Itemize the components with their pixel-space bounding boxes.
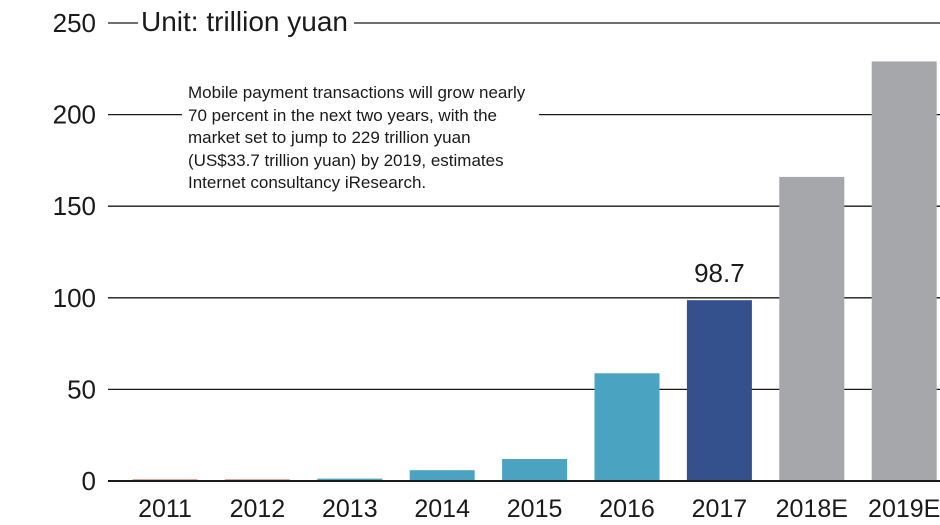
- x-tick-labels: 2011 2012 2013 2014 2015 2016 2017 2018E 2019E: [138, 495, 940, 523]
- bar: [871, 61, 937, 482]
- y-tick-label: 50: [67, 374, 96, 404]
- bar: [317, 478, 383, 481]
- x-tick-label: 2012: [230, 495, 286, 523]
- bar: [779, 176, 845, 481]
- y-tick-label: 250: [53, 8, 96, 38]
- y-tick-label: 150: [53, 191, 96, 221]
- bar: [502, 459, 568, 481]
- x-tick-label: 2016: [599, 495, 655, 523]
- bars: [132, 61, 937, 482]
- data-label: 98.7: [694, 258, 745, 288]
- x-tick-label: 2015: [507, 495, 563, 523]
- x-tick-label: 2011: [138, 495, 192, 523]
- y-tick-label: 0: [82, 466, 96, 496]
- bar: [686, 300, 752, 481]
- x-tick-label: 2014: [414, 495, 470, 523]
- y-tick-label: 200: [53, 100, 96, 130]
- x-tick-label: 2019E: [868, 495, 940, 523]
- y-tick-label: 100: [53, 283, 96, 313]
- annotation-text: Mobile payment transactions will grow ne…: [182, 80, 539, 201]
- bar: [594, 373, 660, 481]
- y-tick-labels: 0 50 100 150 200 250: [53, 8, 96, 496]
- bar: [409, 470, 475, 481]
- x-tick-label: 2017: [692, 495, 748, 523]
- data-labels: 98.7: [694, 258, 745, 288]
- unit-label: Unit: trillion yuan: [141, 6, 348, 37]
- unit-label-background: [138, 4, 354, 40]
- x-tick-label: 2018E: [776, 495, 848, 523]
- x-tick-label: 2013: [322, 495, 378, 523]
